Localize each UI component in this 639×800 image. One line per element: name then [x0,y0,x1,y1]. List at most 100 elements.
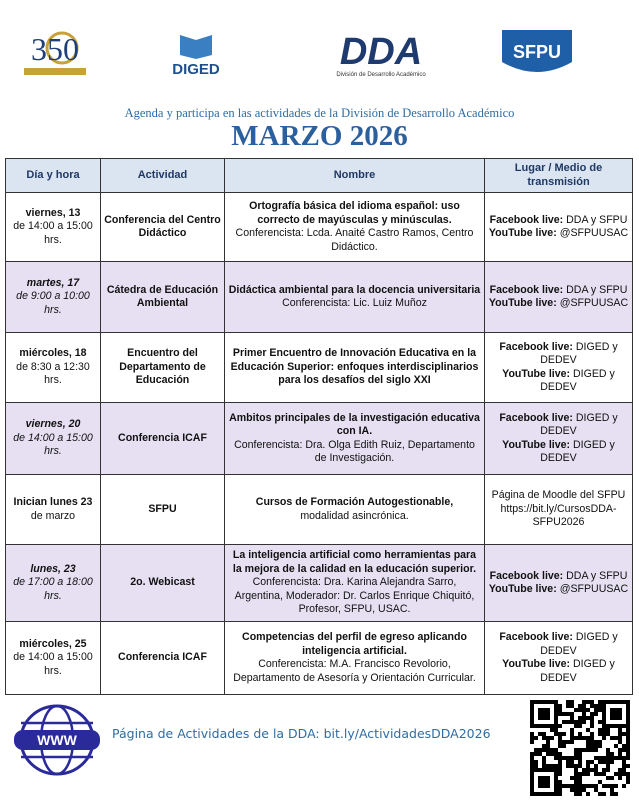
place-text: DDA y SFPU [566,283,628,296]
place-line: Facebook live: DDA y SFPU [488,284,629,298]
name-cell: Primer Encuentro de Innovación Educativa… [224,332,485,403]
date-day: martes, 17 [26,276,80,289]
place-line: Facebook live: DIGED y DEDEV [488,631,629,658]
place-cell: Facebook live: DIGED y DEDEV YouTube live… [484,402,633,475]
talk-title: Ambitos principales de la investigación … [229,411,480,438]
place-cell: Facebook live: DIGED y DEDEV YouTube live… [484,332,633,403]
place-label: Facebook live: [489,283,564,296]
activity-cell: 2o. Webicast [100,544,225,622]
date-cell: martes, 17 de 9:00 a 10:00 hrs. [5,261,101,333]
table-row: Inician lunes 23 de marzo SFPU Cursos de Fo… [5,474,633,545]
place-text: Página de Moodle del SFPU https://bit.ly… [491,489,626,529]
place-text: DIGED y DEDEV [540,438,615,465]
activity-cell: Conferencia del Centro Didáctico [100,192,225,262]
place-text: @SFPUUSAC [559,583,629,595]
talk-detail: Conferencista: Dra. Karina Alejandra Sar… [234,576,475,616]
name-cell: Competencias del perfil de egreso aplica… [224,621,485,695]
name-cell: Didáctica ambiental para la docencia uni… [224,261,485,333]
footer-link[interactable]: Página de Actividades de la DDA: bit.ly/… [112,726,491,741]
table-row: miércoles, 18 de 8:30 a 12:30 hrs. Encuent… [5,332,633,403]
place-label: YouTube live: [488,583,557,595]
header-row: Día y hora Actividad Nombre Lugar / Medio d… [5,158,633,193]
place-line: YouTube live: @SFPUUSAC [488,227,629,241]
place-label: YouTube live: [502,367,571,380]
place-text: @SFPUUSAC [559,227,629,239]
place-line: Facebook live: DDA y SFPU [488,570,629,584]
place-line: YouTube live: @SFPUUSAC [488,297,629,311]
place-label: YouTube live: [502,658,571,670]
place-text: DIGED y DEDEV [540,367,615,394]
date-time: de 14:00 a 15:00 hrs. [13,220,93,246]
table-row: lunes, 23 de 17:00 a 18:00 hrs. 2o. Webica… [5,544,633,622]
place-text: DDA y SFPU [566,569,628,582]
place-line: YouTube live: DIGED y DEDEV [488,368,629,395]
date-time: de 17:00 a 18:00 hrs. [13,576,93,602]
name-cell: Ambitos principales de la investigación … [224,402,485,475]
date-time: de 9:00 a 10:00 hrs. [16,290,90,316]
place-label: Facebook live: [489,569,564,582]
date-day: viernes, 20 [25,418,81,431]
talk-detail: Conferencista: M.A. Francisco Revolorio,… [233,658,476,684]
date-cell: miércoles, 18 de 8:30 a 12:30 hrs. [5,332,101,403]
activity-cell: Cátedra de Educación Ambiental [100,261,225,333]
talk-detail: modalidad asincrónica. [300,509,409,522]
place-text: DDA y SFPU [566,213,628,226]
talk-title: La inteligencia artificial como herramie… [232,549,477,575]
activity-cell: Encuentro del Departamento de Educación [100,332,225,403]
place-label: Facebook live: [499,631,573,643]
place-text: @SFPUUSAC [559,297,629,309]
place-cell: Facebook live: DDA y SFPU YouTube live: @… [484,192,633,262]
place-line: YouTube live: DIGED y DEDEV [488,658,629,685]
column-header: Nombre [224,158,485,193]
activity-cell: Conferencia ICAF [100,621,225,695]
agenda-table: Día y hora Actividad Nombre Lugar / Medio d… [5,158,633,695]
table-row: martes, 17 de 9:00 a 10:00 hrs. Cátedra de… [5,261,633,333]
date-cell: viernes, 13 de 14:00 a 15:00 hrs. [5,192,101,262]
date-cell: viernes, 20 de 14:00 a 15:00 hrs. [5,402,101,475]
date-time: de 8:30 a 12:30 hrs. [16,360,90,387]
talk-title: Cursos de Formación Autogestionable, [255,496,454,508]
logo-ring [45,31,79,65]
column-header: Lugar / Medio de transmisión [484,158,633,193]
place-line: Facebook live: DIGED y DEDEV [488,412,629,439]
talk-detail: Conferencista: Lcda. Anaité Castro Ramos… [235,227,474,253]
date-day: miércoles, 18 [19,347,87,360]
place-text: DIGED y DEDEV [540,411,618,438]
date-time: de 14:00 a 15:00 hrs. [13,651,93,677]
place-line: Facebook live: DDA y SFPU [488,214,629,228]
qr-code [530,700,630,796]
logos: 350 DIGED DDA División de Desarrollo Aca… [24,30,572,78]
date-day: lunes, 23 [30,562,76,575]
place-line: YouTube live: @SFPUUSAC [488,583,629,597]
place-label: Facebook live: [489,213,564,226]
talk-title: Didáctica ambiental para la docencia uni… [228,283,481,296]
place-line: YouTube live: DIGED y DEDEV [488,439,629,466]
column-header: Actividad [100,158,225,193]
logo-sfpu: SFPU [513,42,561,62]
logo-dda: DDA [340,31,422,73]
logo-350: 350 [31,31,79,67]
date-time: de marzo [30,509,76,522]
talk-title: Competencias del perfil de egreso aplica… [242,631,467,657]
talk-detail: Conferencista: Lic. Luiz Muñoz [282,297,427,309]
table-row: viernes, 20 de 14:00 a 15:00 hrs. Conferen… [5,402,633,475]
globe: WWW [14,704,100,776]
name-cell: Ortografía básica del idioma español: us… [224,192,485,262]
date-day: miércoles, 25 [19,637,87,650]
name-cell: Cursos de Formación Autogestionable, moda… [224,474,485,545]
name-cell: La inteligencia artificial como herramie… [224,544,485,622]
table-row: viernes, 13 de 14:00 a 15:00 hrs. Conferen… [5,192,633,262]
place-text: DIGED y DEDEV [540,631,618,657]
activity-cell: SFPU [100,474,225,545]
talk-detail: Conferencista: Dra. Olga Edith Ruiz, Dep… [234,438,475,465]
activity-cell: Conferencia ICAF [100,402,225,475]
talk-title: Ortografía básica del idioma español: us… [249,200,460,226]
place-text: DIGED y DEDEV [540,658,615,684]
place-label: YouTube live: [488,227,557,239]
logo-book [180,35,212,59]
logo-band [24,68,86,75]
date-cell: Inician lunes 23 de marzo [5,474,101,545]
date-time: de 14:00 a 15:00 hrs. [13,431,93,458]
place-label: Facebook live: [499,340,573,353]
table-body: viernes, 13 de 14:00 a 15:00 hrs. Conferen… [5,192,633,695]
